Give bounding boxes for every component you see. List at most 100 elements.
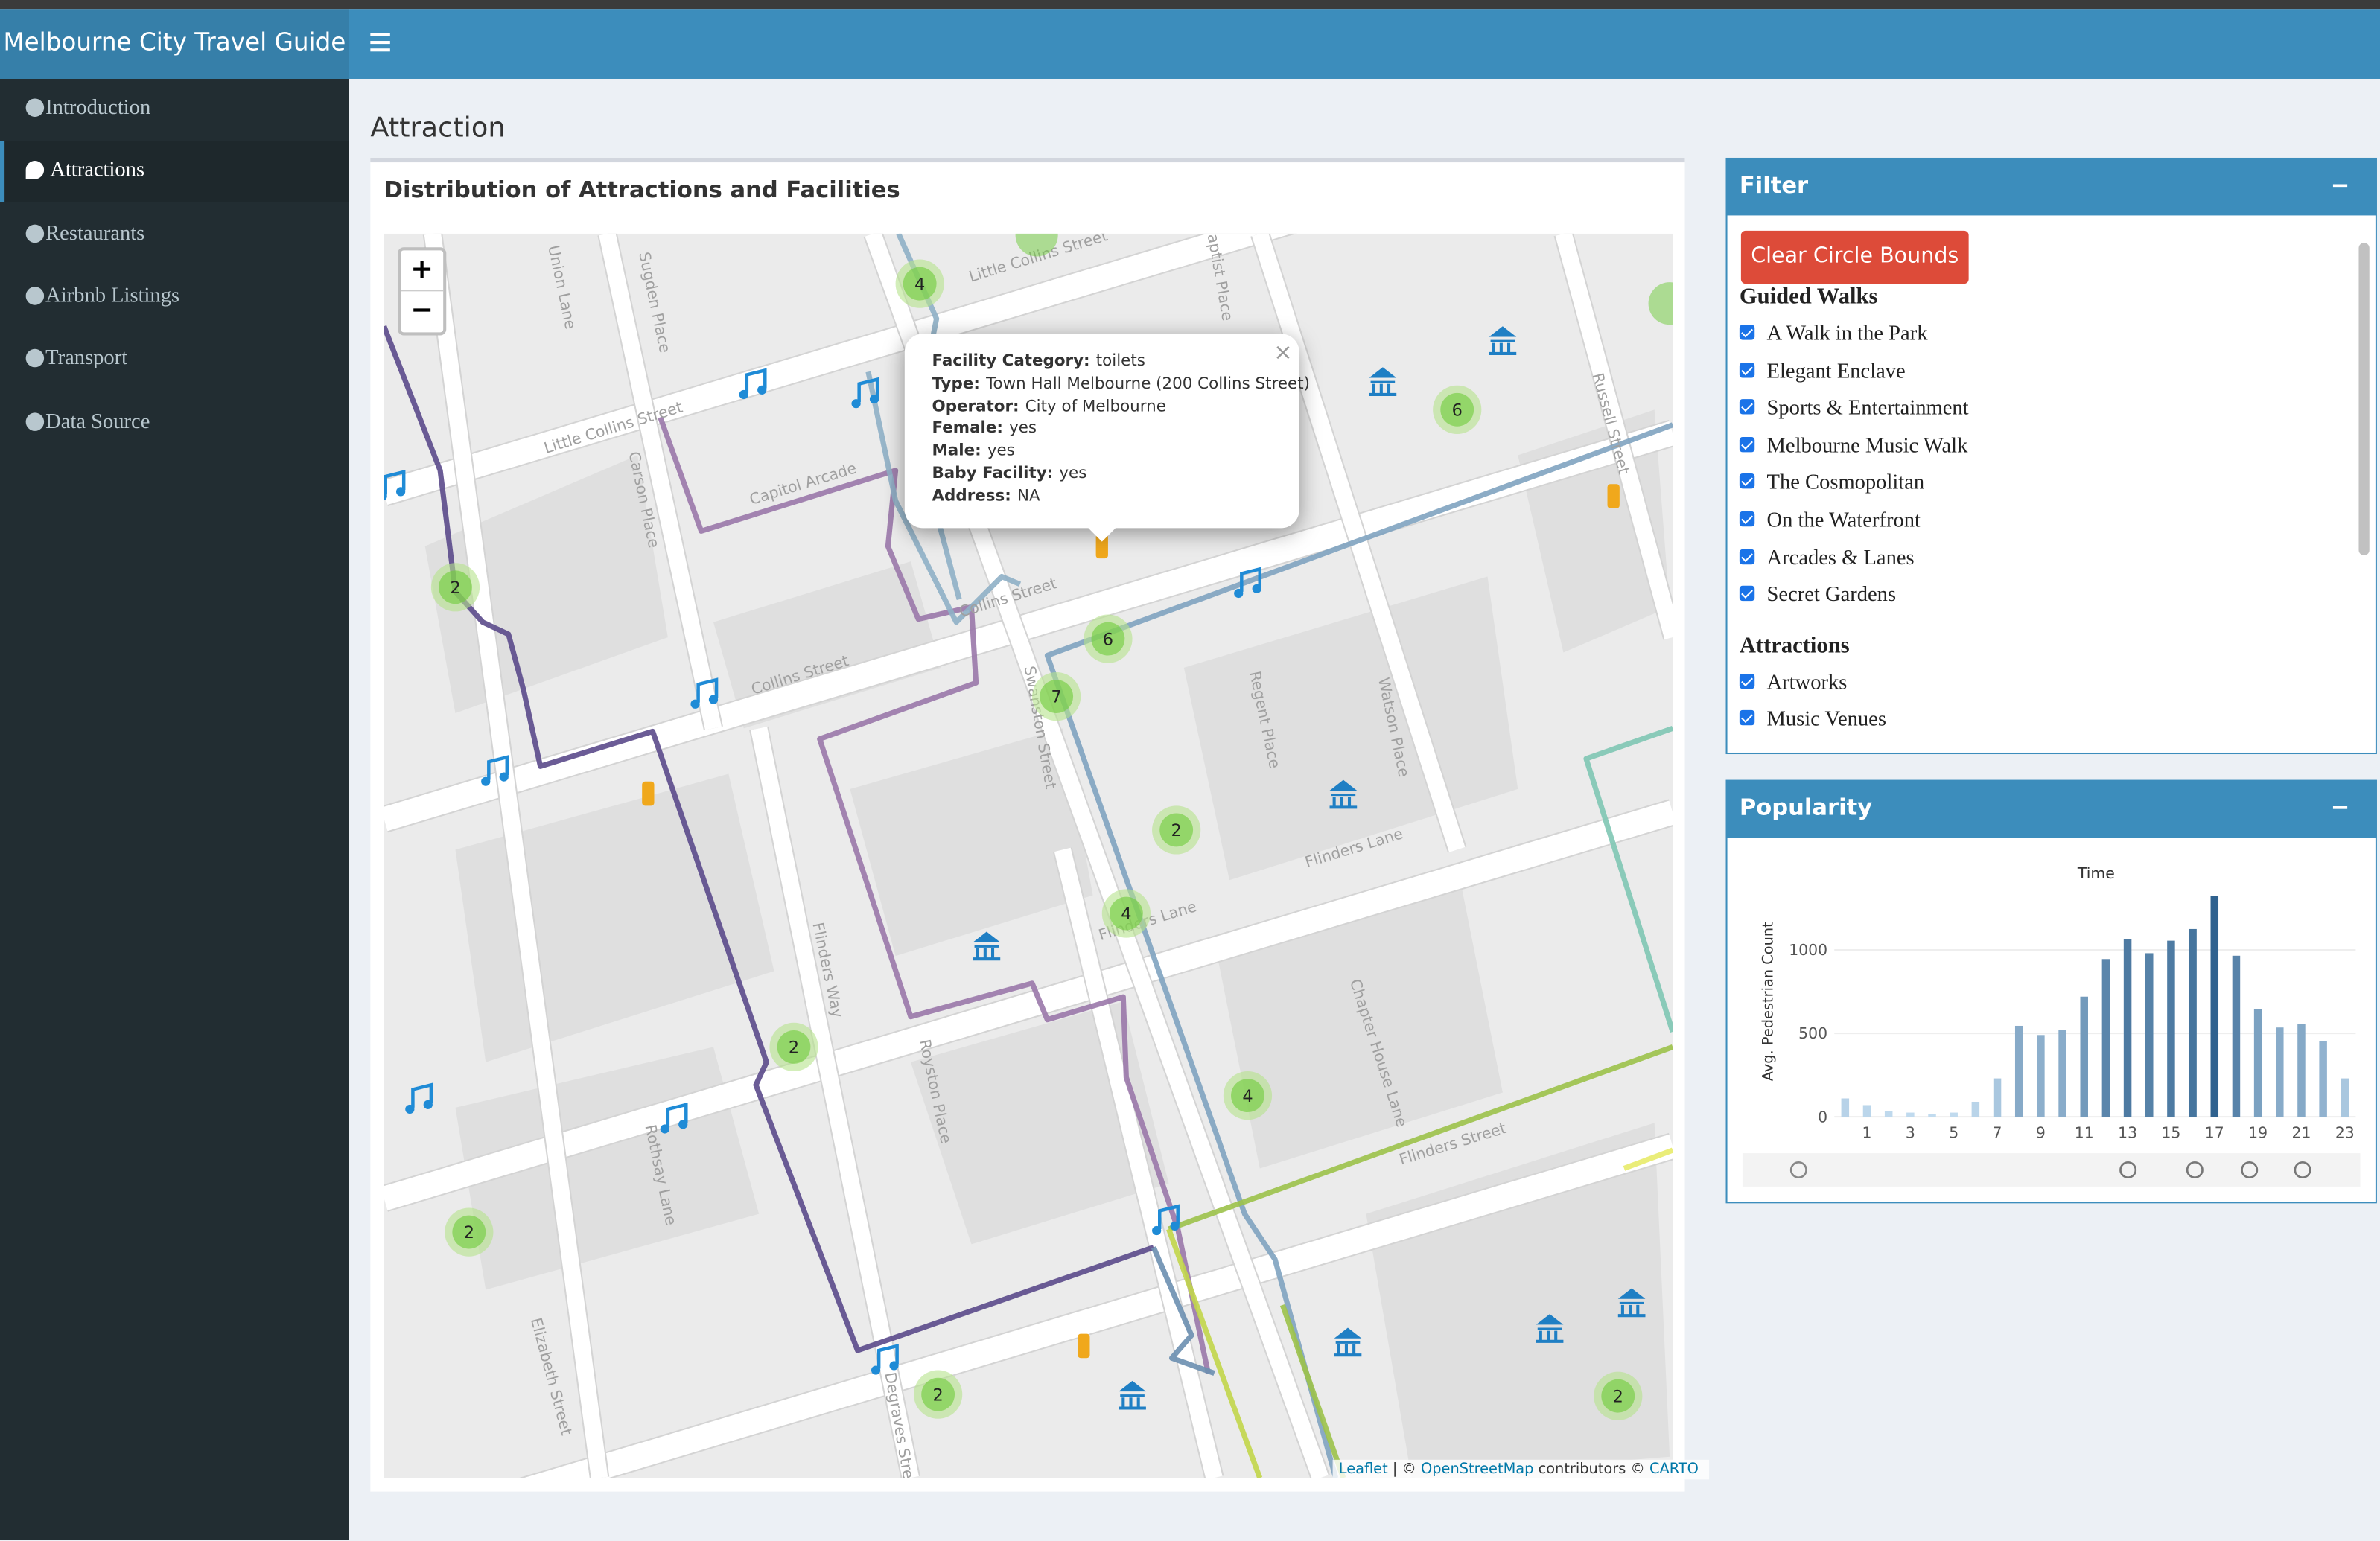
music-icon: [709, 695, 718, 704]
checkbox[interactable]: [1740, 399, 1754, 414]
popularity-chart: TimeAvg. Pedestrian Count050010001357911…: [1741, 849, 2364, 1196]
option-label: Secret Gardens: [1767, 584, 1897, 607]
filter-option[interactable]: A Walk in the Park: [1740, 323, 1928, 348]
music-icon: [1253, 584, 1261, 593]
checkbox[interactable]: [1740, 549, 1754, 564]
popup-value: NA: [1017, 487, 1040, 505]
cluster-count: 7: [1051, 688, 1062, 707]
cluster-count: 2: [450, 578, 460, 598]
clear-button[interactable]: Clear Circle Bounds: [1741, 231, 1969, 284]
filter-option[interactable]: On the Waterfront: [1740, 510, 1921, 535]
toilet-icon: [1078, 1334, 1089, 1359]
checkbox[interactable]: [1740, 511, 1754, 526]
bar: [2015, 1026, 2023, 1117]
bar: [1928, 1114, 1936, 1117]
bar: [2254, 1009, 2262, 1117]
filter-option[interactable]: Elegant Enclave: [1740, 360, 1906, 385]
menu-icon: [26, 224, 44, 242]
zoom-in[interactable]: +: [401, 250, 443, 291]
checkbox[interactable]: [1740, 674, 1754, 689]
popup-tip: [1086, 526, 1117, 541]
page-title: Attraction: [370, 112, 505, 144]
checkbox[interactable]: [1740, 586, 1754, 601]
popup-row: Facility Category:toilets: [932, 352, 1145, 370]
filter-option[interactable]: Sports & Entertainment: [1740, 398, 1969, 422]
checkbox[interactable]: [1740, 474, 1754, 489]
cluster-count: 2: [1171, 821, 1182, 840]
x-tick-label: 5: [1949, 1124, 1959, 1142]
music-icon: [757, 386, 766, 395]
popup-label: Operator:: [932, 397, 1019, 415]
y-tick-label: 500: [1798, 1024, 1827, 1042]
option-label: Melbourne Music Walk: [1767, 436, 1968, 459]
collapse-button[interactable]: −: [2331, 780, 2350, 836]
popup-value: toilets: [1096, 352, 1145, 370]
popup-value: City of Melbourne: [1025, 397, 1166, 415]
filter-option[interactable]: Secret Gardens: [1740, 584, 1896, 609]
filter-option[interactable]: Music Venues: [1740, 709, 1886, 734]
music-icon: [851, 399, 860, 408]
attribution-part[interactable]: OpenStreetMap: [1421, 1461, 1533, 1478]
menu-icon: [26, 287, 44, 304]
option-label: A Walk in the Park: [1767, 323, 1928, 346]
menu-item[interactable]: Data Source: [0, 392, 349, 453]
popup-label: Baby Facility:: [932, 465, 1053, 482]
bar: [1972, 1102, 1980, 1117]
filter-option[interactable]: Melbourne Music Walk: [1740, 436, 1968, 460]
checkbox[interactable]: [1740, 711, 1754, 726]
attribution-part: contributors ©: [1539, 1461, 1645, 1478]
menu-item[interactable]: Transport: [0, 330, 349, 391]
zoom-control: + −: [398, 247, 446, 335]
filter-option[interactable]: Artworks: [1740, 672, 1847, 697]
option-label: On the Waterfront: [1767, 510, 1921, 533]
x-tick-label: 1: [1862, 1124, 1872, 1142]
attribution-part[interactable]: CARTO: [1649, 1461, 1699, 1478]
bar: [2233, 956, 2241, 1117]
sidebar: IntroductionAttractionsRestaurantsAirbnb…: [0, 79, 349, 1540]
y-tick-label: 0: [1818, 1108, 1827, 1126]
top-bar: [349, 9, 2380, 79]
attribution-part[interactable]: Leaflet: [1339, 1461, 1388, 1478]
popularity-header: Popularity −: [1726, 780, 2377, 838]
bar: [1842, 1099, 1850, 1117]
popup-label: Male:: [932, 442, 981, 460]
filter-group-title: Attractions: [1740, 634, 1850, 660]
filter-option[interactable]: Arcades & Lanes: [1740, 547, 1915, 572]
bar: [2102, 959, 2110, 1117]
cluster-count: 4: [1121, 904, 1131, 924]
menu-icon: [26, 98, 44, 116]
menu-item[interactable]: Attractions: [0, 141, 349, 202]
checkbox[interactable]: [1740, 437, 1754, 452]
popularity-title: Popularity: [1740, 794, 1872, 821]
collapse-button[interactable]: −: [2331, 158, 2350, 214]
bar: [2297, 1024, 2306, 1117]
bar: [2319, 1041, 2327, 1117]
music-icon: [690, 700, 699, 709]
attribution: Leaflet| ©OpenStreetMapcontributors ©CAR…: [1333, 1460, 1710, 1479]
option-label: Artworks: [1767, 672, 1848, 695]
scrollbar: [2358, 243, 2369, 555]
bar: [2080, 997, 2088, 1117]
music-icon: [1234, 589, 1243, 598]
filter-group-title: Guided Walks: [1740, 285, 1878, 311]
menu-item[interactable]: Introduction: [0, 79, 349, 140]
menu-item[interactable]: Airbnb Listings: [0, 267, 349, 328]
option-label: Sports & Entertainment: [1767, 398, 1969, 421]
bar: [1950, 1113, 1958, 1117]
app-title: Melbourne City Travel Guide: [0, 9, 349, 79]
filter-option[interactable]: The Cosmopolitan: [1740, 473, 1924, 497]
checkbox[interactable]: [1740, 325, 1754, 339]
bar: [2124, 939, 2132, 1117]
menu-toggle[interactable]: [370, 34, 389, 36]
cluster-count: 2: [789, 1038, 799, 1058]
popup-close[interactable]: ×: [1273, 339, 1293, 366]
bar: [2145, 953, 2154, 1117]
checkbox[interactable]: [1740, 362, 1754, 377]
popup-row: Operator: City of Melbourne: [932, 397, 1165, 415]
zoom-out[interactable]: −: [401, 291, 443, 331]
option-label: The Cosmopolitan: [1767, 473, 1925, 496]
menu-item[interactable]: Restaurants: [0, 204, 349, 265]
music-icon: [481, 777, 490, 786]
music-icon: [739, 390, 748, 399]
